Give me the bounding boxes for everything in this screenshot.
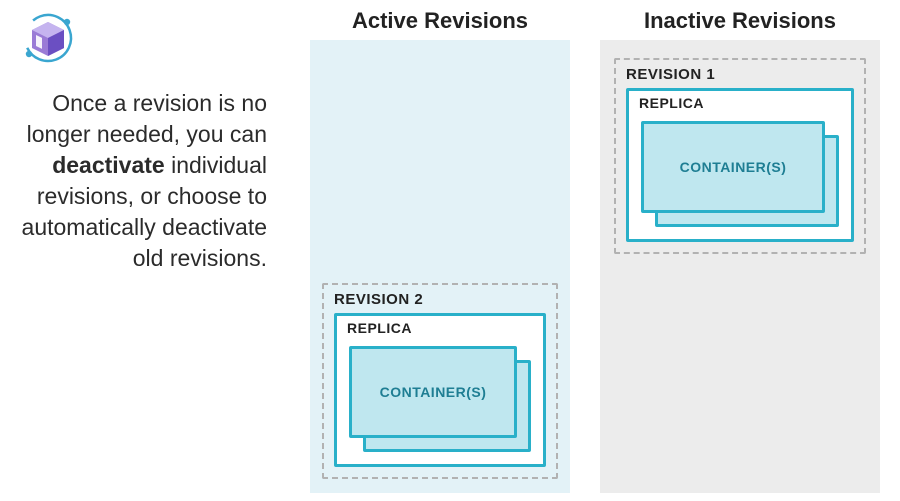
revision-2-container-stack: CONTAINER(S) xyxy=(349,346,531,452)
active-panel-title: Active Revisions xyxy=(310,8,570,34)
revision-1-container-stack: CONTAINER(S) xyxy=(641,121,839,227)
inactive-revisions-panel: REVISION 1 REPLICA CONTAINER(S) xyxy=(600,40,880,493)
diagram-canvas: Once a revision is no longer needed, you… xyxy=(0,0,900,501)
revision-1-replica: REPLICA CONTAINER(S) xyxy=(626,88,854,242)
container-apps-icon xyxy=(18,8,78,68)
description-text: Once a revision is no longer needed, you… xyxy=(0,88,267,274)
desc-pre: Once a revision is no longer needed, you… xyxy=(27,90,267,147)
active-revisions-panel: REVISION 2 REPLICA CONTAINER(S) xyxy=(310,40,570,493)
description-block: Once a revision is no longer needed, you… xyxy=(0,88,285,274)
inactive-panel-title: Inactive Revisions xyxy=(600,8,880,34)
revision-2-box: REVISION 2 REPLICA CONTAINER(S) xyxy=(322,283,558,479)
revision-2-replica-label: REPLICA xyxy=(347,320,533,336)
revision-2-replica: REPLICA CONTAINER(S) xyxy=(334,313,546,467)
revision-2-container-label: CONTAINER(S) xyxy=(380,384,487,400)
revision-1-container-label: CONTAINER(S) xyxy=(680,159,787,175)
revision-1-box: REVISION 1 REPLICA CONTAINER(S) xyxy=(614,58,866,254)
container-box-front: CONTAINER(S) xyxy=(641,121,825,213)
revision-1-replica-label: REPLICA xyxy=(639,95,841,111)
revision-1-label: REVISION 1 xyxy=(626,66,854,83)
container-box-front: CONTAINER(S) xyxy=(349,346,517,438)
desc-bold: deactivate xyxy=(52,152,165,178)
revision-2-label: REVISION 2 xyxy=(334,291,546,308)
